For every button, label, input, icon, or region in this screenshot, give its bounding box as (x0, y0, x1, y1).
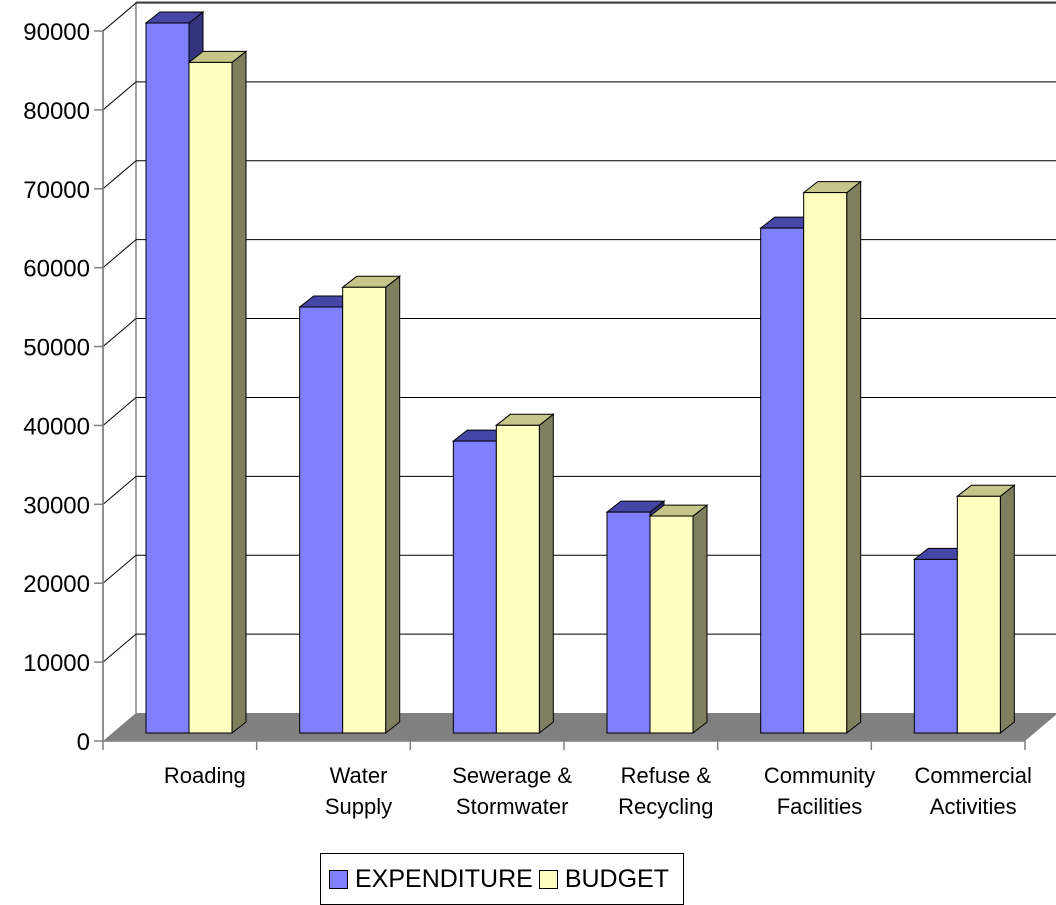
gridline-side-90000 (102, 2, 137, 32)
x-category-label-line: Facilities (777, 794, 863, 819)
gridline-side-70000 (102, 160, 137, 190)
gridlines (102, 2, 1056, 663)
gridline-side-60000 (102, 239, 137, 269)
gridline-side-10000 (102, 633, 137, 663)
legend-label-budget: BUDGET (564, 864, 669, 893)
gridline-side-80000 (102, 81, 137, 111)
x-category-label-line: Activities (930, 794, 1017, 819)
y-tick-label-0: 0 (77, 729, 90, 756)
gridline-side-30000 (102, 475, 137, 505)
y-tick-label-80000: 80000 (23, 98, 90, 125)
bar-budget-5 (956, 495, 1001, 734)
bar-expenditure-4 (760, 227, 805, 734)
y-tick-label-90000: 90000 (23, 19, 90, 46)
legend-item-budget: BUDGET (538, 864, 669, 894)
bar-side-budget-2 (538, 413, 554, 735)
legend-swatch-budget (538, 869, 558, 889)
legend: EXPENDITURE BUDGET (320, 853, 684, 905)
y-tick-label-30000: 30000 (23, 492, 90, 519)
x-category-label-line: Water (330, 763, 388, 788)
x-axis-category-labels: Roading Water Supply Sewerage & Stormwater Re… (164, 763, 1032, 819)
x-category-label-line: Stormwater (456, 794, 568, 819)
y-tick-label-40000: 40000 (23, 413, 90, 440)
axes (94, 30, 1026, 750)
y-tick-label-60000: 60000 (23, 256, 90, 283)
gridline-side-50000 (102, 318, 137, 347)
x-category-label-2: Sewerage & Stormwater (452, 763, 572, 819)
bar-budget-1 (342, 286, 387, 734)
bars (144, 10, 1016, 735)
x-category-label-3: Refuse & Recycling (618, 763, 713, 819)
bar-side-budget-4 (846, 180, 862, 735)
x-category-label-line: Roading (164, 763, 246, 788)
bar-expenditure-0 (145, 22, 190, 734)
bar-side-budget-5 (999, 484, 1015, 735)
x-category-label-5: Commercial Activities (914, 763, 1031, 819)
y-axis-tick-labels: 0 10000 20000 30000 40000 50000 60000 70000 8000… (23, 19, 90, 756)
bar-expenditure-1 (299, 306, 344, 734)
x-category-label-line: Commercial (914, 763, 1031, 788)
bar-budget-4 (803, 192, 848, 734)
y-tick-label-50000: 50000 (23, 335, 90, 362)
bar-side-budget-0 (231, 50, 247, 735)
x-category-label-line: Supply (325, 794, 392, 819)
bar-expenditure-5 (913, 558, 958, 734)
y-tick-label-70000: 70000 (23, 177, 90, 204)
gridline-side-40000 (102, 397, 137, 426)
legend-label-expenditure: EXPENDITURE (355, 864, 533, 893)
bar-budget-0 (188, 61, 233, 734)
x-category-label-line: Sewerage & (452, 763, 572, 788)
bar-side-budget-3 (692, 504, 708, 735)
bar-budget-3 (649, 515, 694, 734)
y-tick-label-20000: 20000 (23, 571, 90, 598)
x-category-label-4: Community Facilities (764, 763, 875, 819)
bar-side-budget-1 (385, 275, 401, 735)
gridline-side-20000 (102, 554, 137, 584)
x-category-label-0: Roading (164, 763, 246, 788)
legend-swatch-expenditure (329, 869, 348, 889)
y-tick-label-10000: 10000 (23, 650, 90, 677)
x-category-label-line: Recycling (618, 794, 713, 819)
x-category-label-1: Water Supply (325, 763, 392, 819)
x-category-label-line: Refuse & (621, 763, 712, 788)
bar-expenditure-2 (452, 440, 497, 734)
legend-item-expenditure: EXPENDITURE (329, 865, 533, 894)
bar-expenditure-3 (606, 511, 651, 734)
bar-budget-2 (495, 424, 540, 734)
x-category-label-line: Community (764, 763, 875, 788)
